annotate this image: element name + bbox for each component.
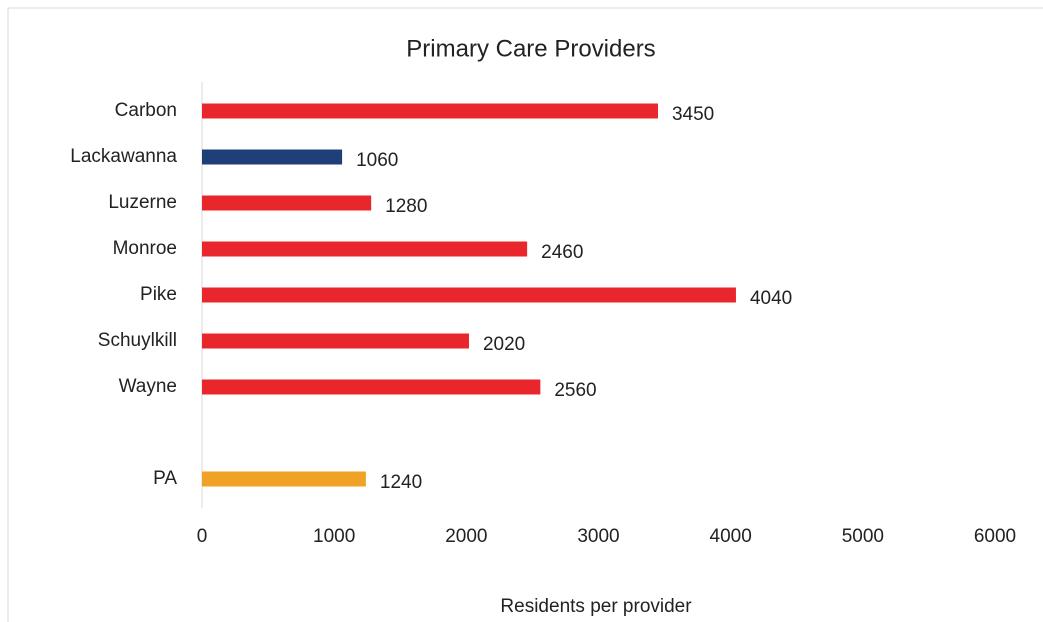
bar — [202, 287, 736, 303]
bar — [202, 379, 541, 395]
y-tick-label: Luzerne — [108, 192, 177, 213]
data-label: 1240 — [380, 472, 422, 493]
y-tick-label: Pike — [140, 284, 177, 305]
data-label: 2460 — [541, 242, 583, 263]
bar — [202, 241, 528, 257]
bar — [202, 103, 658, 119]
x-tick-label: 6000 — [974, 526, 1016, 547]
data-label: 2020 — [483, 334, 525, 355]
x-tick-label: 5000 — [842, 526, 884, 547]
y-tick-label: Carbon — [115, 100, 177, 121]
x-axis-title: Residents per provider — [500, 596, 692, 617]
chart-title: Primary Care Providers — [406, 35, 655, 62]
x-tick-label: 3000 — [577, 526, 619, 547]
data-label: 1060 — [356, 150, 398, 171]
x-tick-label: 4000 — [710, 526, 752, 547]
bar — [202, 333, 469, 349]
y-tick-label: Monroe — [113, 238, 177, 259]
y-tick-label: Schuylkill — [98, 330, 177, 351]
x-tick-label: 0 — [197, 526, 208, 547]
data-label: 1280 — [385, 196, 427, 217]
x-tick-label: 1000 — [313, 526, 355, 547]
x-tick-label: 2000 — [445, 526, 487, 547]
bar — [202, 471, 366, 487]
data-label: 3450 — [672, 104, 714, 125]
bar — [202, 149, 343, 165]
data-label: 2560 — [554, 380, 596, 401]
y-tick-label: Wayne — [119, 376, 177, 397]
y-tick-label: PA — [153, 468, 177, 489]
data-label: 4040 — [750, 288, 792, 309]
y-tick-label: Lackawanna — [70, 146, 177, 167]
bar — [202, 195, 372, 211]
